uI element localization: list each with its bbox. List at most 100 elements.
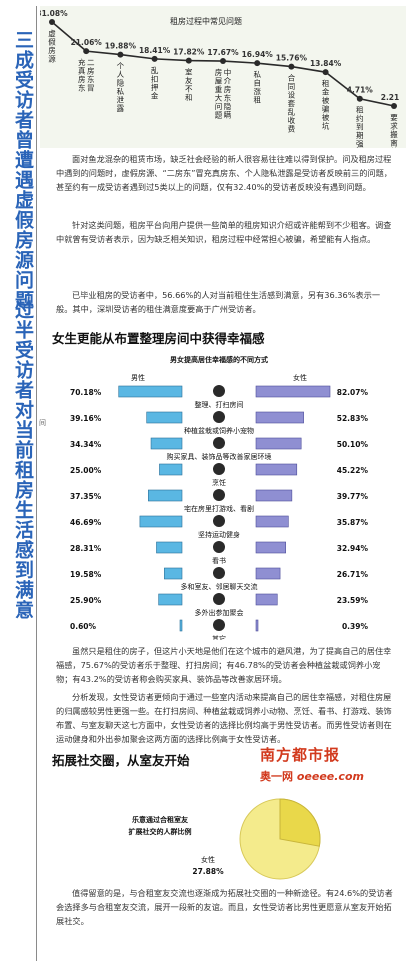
value-label: 16.94%: [242, 50, 274, 59]
data-point: [83, 48, 90, 55]
paragraph-advice: 针对这类问题，租房平台向用户提供一些简单的租房知识介绍或许能帮到不少租客。调查中…: [56, 220, 392, 244]
male-bar: [118, 385, 183, 398]
data-point: [288, 63, 295, 70]
female-bar: [255, 567, 281, 580]
male-bar: [139, 515, 183, 528]
data-point: [151, 55, 158, 62]
logo-title: 南方都市报: [260, 746, 341, 764]
female-value: 45.22%: [337, 466, 369, 475]
female-value: 23.59%: [337, 596, 369, 605]
activity-icon: [213, 437, 225, 449]
chart-title: 租房过程中常见问题: [170, 16, 242, 26]
male-bar: [146, 411, 183, 424]
activity-icon: [213, 515, 225, 527]
activity-icon: [213, 489, 225, 501]
category-label: 个人隐私泄露: [117, 62, 125, 114]
category-label: 室友不和: [185, 67, 193, 103]
category-label: 虚假房源: [48, 28, 56, 64]
logo-site-domain: oeeee.com: [296, 770, 364, 783]
happiness-methods-chart: 男女提高居住幸福感的不同方式 男性 女性 70.18% 82.07% 整理、打扫房间 39.…: [68, 350, 370, 643]
category-label: 租金被骗被坑: [322, 79, 330, 130]
data-point: [254, 60, 261, 67]
category-label: 坚持运动健身: [198, 530, 240, 539]
value-label: 21.06%: [71, 38, 103, 47]
data-point: [220, 58, 226, 65]
male-bar: [156, 541, 183, 554]
paragraph-intro: 面对鱼龙混杂的租赁市场，缺乏社会经验的新人很容易往往难以得到保护。问及租房过程中…: [56, 154, 392, 192]
male-bar: [150, 437, 183, 450]
legend-male: 男性: [131, 373, 145, 382]
legend-female: 女性: [293, 373, 307, 382]
male-value: 70.18%: [70, 388, 102, 397]
pie-slice-female: [279, 798, 321, 847]
category-label: 多和室友、邻居聊天交流: [181, 582, 258, 591]
pie-value: 27.88%: [192, 867, 224, 876]
activity-icon: [213, 463, 225, 475]
category-label: 要求搬离其它: [390, 113, 398, 148]
data-point: [356, 95, 363, 102]
chart-title-line2: 扩展社交的人群比例: [129, 827, 192, 836]
value-label: 13.84%: [310, 59, 342, 68]
female-value: 50.10%: [337, 440, 369, 449]
value-label: 19.88%: [105, 42, 137, 51]
category-label: 宅在房里打游戏、看剧: [184, 504, 254, 513]
margin-marker: 间: [39, 419, 46, 427]
female-bar: [255, 619, 259, 632]
male-bar: [164, 567, 183, 580]
female-bar: [255, 385, 331, 398]
female-bar: [255, 593, 278, 606]
logo-site: 奥一网 oeeee.com: [260, 768, 364, 784]
category-label: 整理、打扫房间: [195, 400, 244, 409]
data-point: [322, 69, 329, 76]
female-value: 39.77%: [337, 492, 369, 501]
category-label: 购买家具、装饰品等改善家居环境: [167, 452, 272, 461]
male-value: 46.69%: [70, 518, 102, 527]
value-label: 2.21: [381, 93, 400, 102]
activity-icon: [213, 619, 225, 631]
common-problems-chart: 租房过程中常见问题 31.08% 虚假房源 21.06% 二房东冒充真房东 19.88%…: [36, 6, 406, 165]
female-value: 52.83%: [337, 414, 369, 423]
male-value: 39.16%: [70, 414, 102, 423]
value-label: 18.41%: [139, 46, 171, 55]
social-circle-chart: 乐意通过合租室友 扩展社交的人群比例 女性 27.88%: [40, 764, 340, 880]
category-label: 乱扣押金: [151, 65, 159, 101]
category-label: 多外出参加聚会: [195, 608, 244, 617]
logo-site-prefix: 奥一网: [260, 770, 297, 783]
female-bar: [255, 437, 302, 450]
chart-title: 男女提高居住幸福感的不同方式: [170, 355, 268, 364]
male-value: 34.34%: [70, 440, 102, 449]
male-value: 28.31%: [70, 544, 102, 553]
category-label: 二房东冒充真房东: [78, 57, 95, 92]
data-point: [391, 103, 397, 109]
category-label: 看书: [212, 556, 226, 565]
male-value: 37.35%: [70, 492, 102, 501]
section-heading-social: 拓展社交圈，从室友开始: [52, 753, 190, 768]
male-bar: [148, 489, 183, 502]
value-label: 4.71%: [347, 86, 374, 95]
category-label: 租约到期强行: [356, 106, 364, 148]
female-value: 26.71%: [337, 570, 369, 579]
female-bar: [255, 463, 298, 476]
value-label: 17.67%: [207, 48, 239, 57]
male-value: 0.60%: [70, 622, 97, 631]
data-point: [117, 51, 124, 58]
male-bar: [179, 619, 183, 632]
category-label: 私自涨租: [253, 70, 261, 105]
activity-icon: [213, 541, 225, 553]
value-label: 15.76%: [276, 54, 308, 63]
activity-icon: [213, 567, 225, 579]
category-label: 合同设套乱收费: [288, 73, 296, 134]
female-bar: [255, 489, 293, 502]
female-bar: [255, 515, 289, 528]
male-bar: [158, 593, 183, 606]
female-value: 32.94%: [337, 544, 369, 553]
paragraph-social: 值得留意的是，与合租室友交流也逐渐成为拓展社交圈的一种新途径。有24.6%的受访…: [56, 888, 393, 926]
value-label: 31.08%: [40, 9, 68, 18]
paragraph-happiness: 虽然只是租住的房子，但这片小天地是他们在这个城市的避风港，为了提高自己的居住幸福…: [56, 646, 392, 684]
female-value: 35.87%: [337, 518, 369, 527]
male-bar: [159, 463, 183, 476]
paragraph-satisfaction: 已毕业租房的受访者中，56.66%的人对当前租住生活感到满意，另有36.36%表…: [56, 290, 381, 314]
category-label: 其它: [212, 634, 226, 640]
